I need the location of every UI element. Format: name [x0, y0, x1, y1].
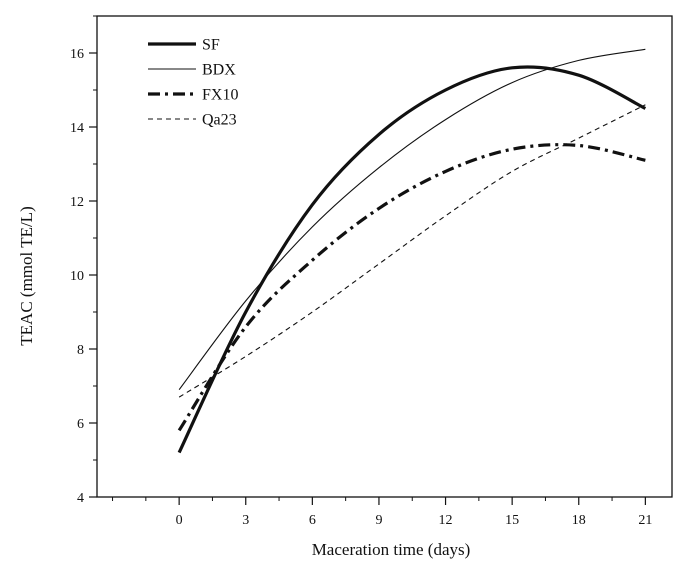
x-axis-ticks: 0 3 6 9 12 15 18 21	[112, 497, 652, 528]
y-tick-label: 14	[70, 121, 84, 136]
legend-label-qa23: Qa23	[202, 112, 237, 129]
plot-border	[96, 15, 673, 498]
y-axis-ticks: 4 6 8 10 12 14 16	[70, 15, 97, 506]
x-tick-label: 18	[572, 513, 586, 528]
plot-frame	[96, 15, 673, 498]
legend-label-bdx: BDX	[202, 62, 236, 79]
y-tick-label: 4	[77, 491, 84, 506]
x-tick-label: 15	[505, 513, 519, 528]
x-axis-label: Maceration time (days)	[312, 540, 471, 559]
x-tick-label: 3	[242, 513, 249, 528]
series-line-qa23	[178, 104, 646, 398]
y-tick-label: 8	[77, 343, 84, 358]
x-tick-label: 12	[439, 513, 453, 528]
series-line-fx10	[177, 143, 646, 432]
series-lines	[177, 48, 647, 454]
y-axis-label: TEAC (mmol TE/L)	[17, 206, 36, 345]
x-tick-label: 0	[176, 513, 183, 528]
series-line-bdx	[178, 48, 646, 391]
x-tick-label: 21	[638, 513, 652, 528]
legend-label-fx10: FX10	[202, 87, 238, 104]
y-tick-label: 12	[70, 195, 84, 210]
y-tick-label: 10	[70, 269, 84, 284]
y-tick-label: 16	[70, 47, 84, 62]
y-tick-label: 6	[77, 417, 84, 432]
series-line-sf	[177, 65, 647, 454]
x-tick-label: 9	[375, 513, 382, 528]
x-tick-label: 6	[309, 513, 316, 528]
legend-label-sf: SF	[202, 37, 220, 54]
legend: SF BDX FX10 Qa23	[148, 37, 238, 129]
